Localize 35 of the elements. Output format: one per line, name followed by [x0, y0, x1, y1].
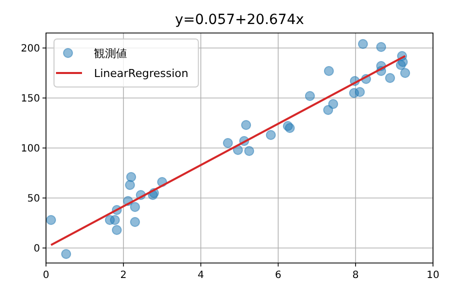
y-tick-label: 50: [27, 194, 40, 204]
point: [385, 73, 396, 83]
x-tick-label: 0: [42, 270, 50, 281]
point: [354, 87, 365, 97]
x-tick-label: 8: [352, 270, 359, 281]
legend-label: LinearRegression: [94, 67, 188, 80]
point: [304, 91, 315, 101]
point: [358, 39, 368, 49]
point: [130, 217, 140, 227]
point: [222, 138, 233, 148]
point: [328, 99, 338, 109]
x-tick-label: 2: [120, 270, 127, 281]
point: [244, 146, 254, 156]
point: [130, 202, 140, 212]
y-tick-label: 0: [34, 244, 40, 254]
point: [110, 215, 120, 225]
point: [61, 249, 72, 259]
x-tick-label: 6: [275, 270, 282, 281]
point: [126, 172, 136, 182]
point: [124, 180, 135, 190]
chart-title: y=0.057+20.674x: [174, 12, 304, 28]
y-tick-label: 150: [20, 94, 40, 104]
y-tick-label: 100: [20, 144, 40, 154]
x-tick-label: 10: [426, 270, 440, 281]
point: [400, 68, 410, 78]
point: [46, 215, 56, 225]
x-tick-label: 4: [198, 270, 204, 281]
legend-label: 観測値: [94, 47, 127, 60]
point: [324, 66, 334, 76]
point: [376, 42, 386, 52]
point: [396, 60, 406, 70]
point: [112, 225, 122, 235]
point: [241, 120, 252, 130]
point: [266, 130, 276, 140]
y-tick-label: 200: [20, 44, 40, 54]
